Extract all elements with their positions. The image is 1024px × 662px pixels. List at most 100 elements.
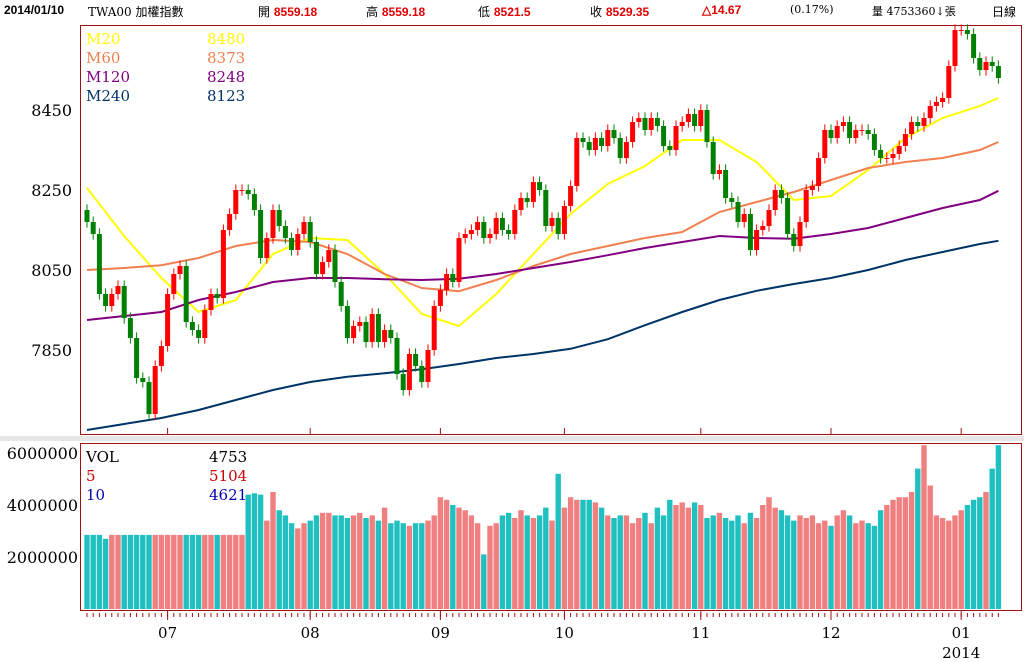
volume-bar — [598, 507, 605, 609]
close-value: 8529.35 — [605, 5, 650, 19]
volume-bar — [276, 510, 282, 609]
candle-down — [121, 286, 127, 318]
volume-bar — [127, 534, 134, 609]
volume-bar — [288, 523, 295, 609]
volume-bar — [555, 473, 561, 609]
period-selector[interactable]: 日線 — [992, 5, 1017, 19]
candle-down — [878, 150, 884, 158]
candle-down — [642, 118, 648, 130]
candle-up — [115, 286, 121, 294]
volume-bar — [958, 510, 964, 609]
month-label: 12 — [821, 624, 840, 642]
volume-bar — [443, 499, 450, 609]
candle-down — [555, 218, 561, 234]
volume-bar — [729, 520, 735, 609]
volume-bar — [611, 518, 617, 609]
volume-bar — [561, 507, 568, 609]
volume-bar — [574, 499, 580, 609]
volume-bar — [939, 518, 946, 609]
volume-bar — [326, 512, 332, 609]
volume-bar — [797, 515, 803, 609]
high-value: 8559.18 — [381, 5, 426, 19]
volume-bar — [735, 515, 741, 609]
volume-bar — [245, 494, 251, 609]
candle-down — [964, 30, 970, 34]
candle-up — [351, 326, 357, 338]
volume-bar — [332, 515, 338, 609]
volume-bar — [586, 499, 592, 609]
volume-bar — [834, 515, 840, 609]
candle-up — [927, 106, 933, 118]
candle-up — [803, 190, 809, 222]
volume-bar — [164, 534, 171, 609]
volume-bar — [753, 518, 760, 609]
volume-bar — [357, 512, 363, 609]
volume-bar — [307, 520, 313, 609]
candle-down — [189, 322, 195, 330]
volume-bar — [784, 515, 791, 609]
volume-bar — [791, 520, 797, 609]
candle-up — [946, 66, 952, 98]
candle-up — [623, 142, 629, 158]
volume-bar — [946, 520, 952, 609]
volume-bar — [536, 515, 543, 609]
candle-up — [561, 206, 567, 234]
candle-down — [289, 238, 295, 250]
volume-bar — [493, 523, 499, 609]
candle-up — [152, 366, 158, 414]
candle-up — [853, 130, 859, 138]
change-pct: (0.17%) — [790, 3, 834, 16]
candle-down — [307, 222, 313, 242]
volume-bar — [977, 497, 983, 609]
volume-bar — [605, 515, 611, 609]
candle-down — [989, 62, 995, 66]
candle-up — [165, 294, 171, 346]
candle-up — [301, 222, 307, 234]
candle-down — [183, 266, 189, 322]
candle-up — [772, 190, 778, 210]
high-group: 高 8559.18 — [366, 3, 425, 20]
ma-legend-name: M240 — [86, 87, 130, 105]
volume-bar — [884, 505, 890, 609]
candle-down — [338, 282, 344, 306]
candle-up — [840, 122, 846, 126]
volume-bar — [716, 512, 723, 609]
volume-readout: 量 4753360↓張 — [872, 5, 956, 18]
volume-bar — [778, 510, 785, 609]
high-label: 高 — [366, 5, 379, 19]
candle-down — [96, 234, 102, 294]
volume-bar — [183, 534, 189, 609]
candle-up — [518, 198, 524, 210]
candle-down — [388, 330, 394, 338]
candle-down — [363, 322, 369, 342]
volume-bar — [859, 520, 865, 609]
candle-up — [896, 146, 902, 154]
candle-down — [276, 210, 282, 226]
candle-down — [661, 126, 667, 146]
candle-down — [692, 114, 698, 126]
vol-legend-name: VOL — [85, 448, 119, 466]
candle-up — [549, 218, 555, 226]
volume-bar — [251, 493, 258, 609]
candle-down — [778, 190, 784, 198]
volume-bar — [220, 534, 227, 609]
candle-up — [859, 130, 865, 131]
volume-bar — [363, 518, 369, 609]
panel-separator — [0, 436, 1024, 441]
volume-bar — [518, 510, 524, 609]
ma-legend-name: M60 — [86, 49, 120, 67]
volume-bar — [102, 538, 109, 609]
volume-bar — [691, 502, 698, 609]
volume-bar — [226, 534, 233, 609]
candle-up — [630, 122, 636, 142]
candle-down — [146, 382, 152, 414]
volume-bar — [456, 507, 462, 609]
volume-bar — [301, 523, 307, 609]
volume-bar — [549, 520, 555, 609]
candle-down — [723, 170, 729, 198]
quote-header: 2014/01/10 TWA00 加權指數 開 8559.18 高 8559.1… — [0, 0, 1024, 20]
candle-down — [90, 222, 96, 234]
volume-bar — [964, 505, 971, 609]
candle-up — [468, 230, 474, 234]
candle-down — [580, 138, 586, 142]
